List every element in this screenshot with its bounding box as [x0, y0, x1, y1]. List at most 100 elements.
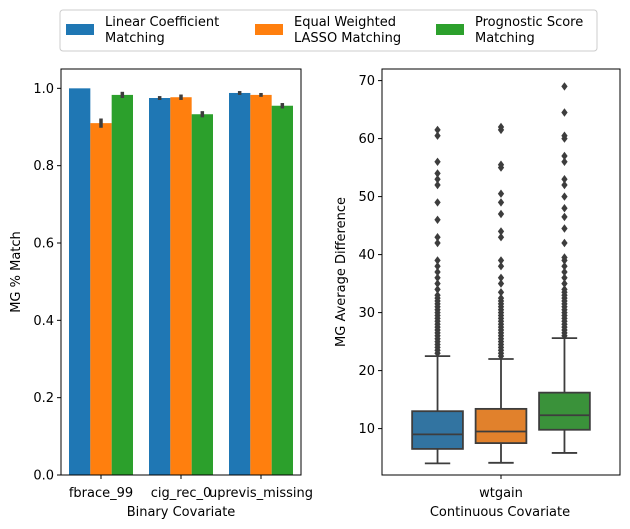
- outlier-point: [434, 198, 441, 207]
- bar: [111, 94, 133, 475]
- outlier-point: [561, 279, 568, 288]
- svg-text:Equal Weighted LASSO M: Equal Weighted LASSO Matching: [294, 15, 401, 46]
- outlier-point: [561, 267, 568, 277]
- outlier-point: [497, 279, 505, 288]
- outlier-point: [434, 157, 441, 166]
- legend-frame: [59, 9, 598, 52]
- bar-y-axis-label: MG % Match: [9, 231, 24, 313]
- outlier-point: [434, 125, 441, 135]
- legend-label-line: Matching: [105, 31, 165, 46]
- outlier-point: [434, 291, 441, 300]
- bar: [170, 97, 192, 475]
- legend-swatch: [255, 24, 283, 35]
- outlier-point: [497, 288, 505, 297]
- bar-y-tick-label: 0.0: [33, 469, 54, 484]
- legend-swatch: [436, 24, 464, 35]
- box-y-tick-label: 30: [358, 306, 375, 321]
- outlier-point: [434, 273, 441, 282]
- outlier-point: [497, 198, 505, 207]
- svg-text:Linear Coefficient Mat: Linear Coefficient Matching: [105, 15, 223, 46]
- legend-entry: Prognostic Score Matching: [436, 15, 587, 46]
- bar-plot-frame: [60, 68, 302, 476]
- box-body: [538, 391, 591, 431]
- legend-entry: Linear Coefficient Matching: [66, 15, 223, 46]
- legend-label-line: Matching: [475, 31, 535, 46]
- legend-label-line: Linear Coefficient: [105, 15, 219, 30]
- bar-y-tick-label: 0.4: [33, 314, 54, 329]
- outlier-point: [434, 169, 441, 178]
- bar-x-axis-label: Binary Covariate: [127, 505, 236, 520]
- outlier-point: [497, 256, 505, 265]
- box-series: [411, 125, 464, 465]
- box-y-tick-label: 10: [358, 422, 375, 437]
- outlier-point: [434, 262, 441, 271]
- outlier-point: [434, 175, 441, 184]
- legend-entry: Equal Weighted LASSO Matching: [255, 15, 401, 46]
- outlier-point: [434, 180, 441, 190]
- outlier-point: [561, 253, 568, 262]
- legend-label-line: LASSO Matching: [294, 31, 401, 46]
- bar-y-tick-label: 0.6: [33, 237, 54, 252]
- box-plot-frame: [381, 68, 621, 476]
- bar: [250, 94, 272, 475]
- outlier-point: [561, 285, 568, 294]
- legend: Linear Coefficient Matching Equal Weight…: [59, 9, 598, 52]
- outlier-point: [561, 175, 568, 184]
- box-body: [474, 407, 528, 445]
- outlier-point: [434, 285, 441, 294]
- box-series: [538, 82, 591, 454]
- outlier-point: [497, 209, 505, 219]
- outlier-point: [561, 238, 568, 248]
- outlier-point: [561, 262, 568, 271]
- outlier-point: [561, 204, 568, 213]
- box-series: [474, 122, 528, 464]
- box-body: [411, 410, 464, 450]
- outlier-point: [497, 227, 505, 236]
- legend-swatch: [66, 24, 94, 35]
- outlier-point: [497, 160, 505, 169]
- box-y-tick-label: 40: [358, 248, 375, 263]
- bar: [149, 98, 171, 475]
- bar-y-tick-label: 0.8: [33, 159, 54, 174]
- outlier-point: [561, 212, 568, 222]
- outlier-point: [434, 215, 441, 224]
- outlier-point: [561, 157, 568, 166]
- box-plot: 10 20 30 40 50 60 70 wtgain Continuous Covariat…: [334, 68, 621, 520]
- outlier-point: [561, 151, 568, 161]
- bar-y-tick-label: 0.2: [33, 391, 54, 406]
- outlier-point: [497, 293, 505, 303]
- bar-chart: 0.0 0.2 0.4 0.6 0.8 1.0 fbrace_99 cig_rec_0upre…: [9, 68, 313, 520]
- box-y-tick-label: 20: [358, 364, 375, 379]
- outlier-point: [497, 273, 505, 282]
- bar: [271, 105, 293, 475]
- outlier-point: [434, 267, 441, 277]
- svg-text:Prognostic Score Match: Prognostic Score Matching: [475, 15, 587, 46]
- box-y-tick-label: 70: [358, 74, 375, 89]
- box-y-tick-label: 60: [358, 132, 375, 147]
- outlier-point: [561, 273, 568, 282]
- box-x-axis-label: Continuous Covariate: [430, 505, 570, 520]
- bar: [90, 123, 112, 475]
- bar-x-tick-label: fbrace_99: [69, 486, 133, 501]
- outlier-point: [497, 122, 505, 132]
- box-x-tick-label: wtgain: [479, 486, 523, 501]
- outlier-point: [434, 131, 441, 140]
- outlier-point: [497, 262, 505, 271]
- outlier-point: [497, 189, 505, 198]
- box-y-axis-label: MG Average Difference: [334, 197, 349, 347]
- bar-y-tick-label: 1.0: [33, 82, 54, 97]
- legend-label-line: Equal Weighted: [294, 15, 396, 30]
- outlier-point: [561, 131, 568, 140]
- bar-x-tick-label: cig_rec_0: [151, 486, 212, 501]
- outlier-point: [497, 233, 505, 242]
- outlier-point: [561, 108, 568, 117]
- outlier-point: [561, 82, 568, 91]
- legend-label-line: Prognostic Score: [475, 15, 583, 30]
- bar-x-tick-label: uprevis_missing: [209, 486, 313, 501]
- bar: [191, 114, 213, 476]
- box-y-tick-label: 50: [358, 190, 375, 205]
- outlier-point: [434, 256, 441, 265]
- outlier-point: [561, 180, 568, 190]
- outlier-point: [561, 192, 568, 201]
- outlier-point: [434, 279, 441, 288]
